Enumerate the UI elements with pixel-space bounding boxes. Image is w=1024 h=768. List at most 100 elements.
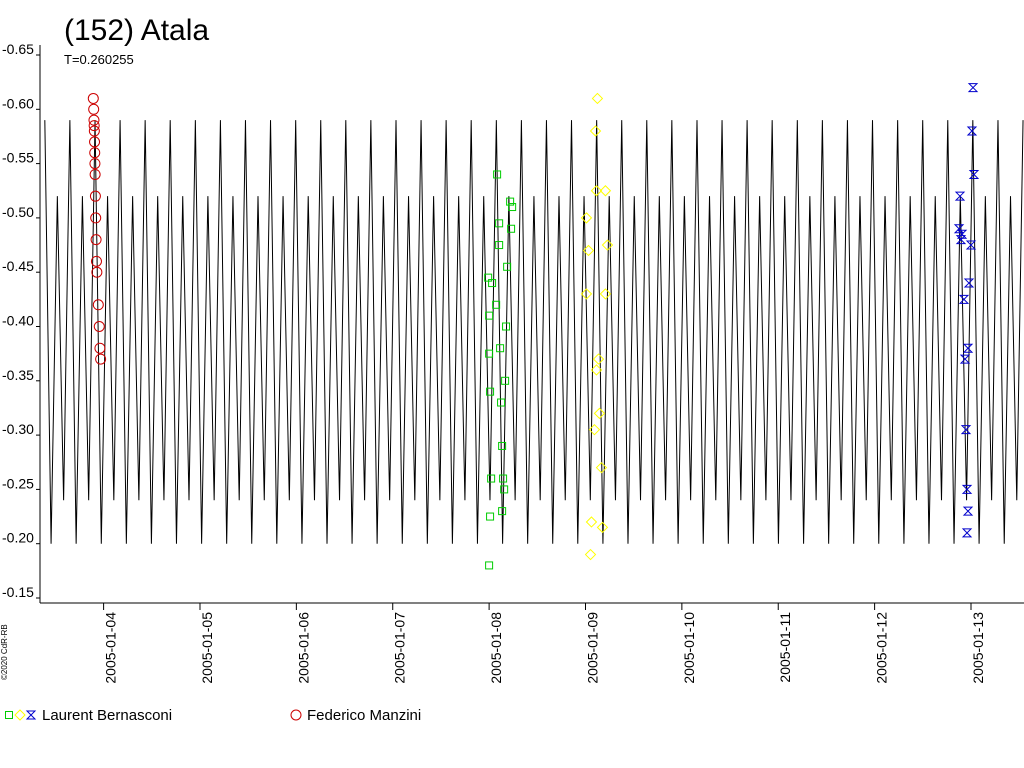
marker-circle [290,709,302,721]
marker-diamond [591,92,604,105]
marker-diamond [588,423,601,436]
marker-diamond [14,709,26,721]
marker-star [968,169,980,179]
marker-diamond [595,461,608,474]
marker-square [500,485,509,494]
x-tick-label: 2005-01-13 [970,612,986,684]
observation-session [87,92,107,365]
marker-diamond [601,239,614,251]
marker-diamond [584,548,597,561]
marker-square [493,170,502,179]
observation-session [953,83,980,538]
marker-square [485,349,494,358]
marker-diamond [593,407,606,420]
marker-square [487,474,496,483]
x-tick-label: 2005-01-12 [874,612,890,684]
marker-star [956,229,968,239]
y-tick-label: -0.25 [2,475,34,491]
marker-diamond [585,516,598,528]
marker-square [492,300,501,309]
marker-star [955,235,967,245]
marker-star [962,506,974,516]
marker-circle [88,103,100,115]
chart-subtitle: T=0.260255 [64,52,134,67]
marker-square [497,398,506,407]
marker-circle [88,125,100,137]
model-curve [44,120,1024,544]
marker-circle [87,92,99,104]
x-tick-label: 2005-01-09 [584,612,600,684]
marker-star [962,343,974,353]
y-tick-label: -0.15 [2,584,34,600]
marker-square [501,376,510,385]
marker-square [486,387,495,396]
copyright: ©2020 CdR-RB [0,624,9,680]
x-tick-label: 2005-01-11 [777,612,793,683]
marker-star [963,278,975,288]
legend-label: Federico Manzini [307,707,421,724]
marker-circle [89,168,101,180]
marker-star [958,294,970,304]
observation-session [580,92,614,561]
chart-title: (152) Atala [64,14,209,47]
marker-circle [89,136,101,148]
observation-session [484,170,517,570]
marker-square [502,322,511,331]
y-tick-label: -0.60 [2,95,34,111]
marker-diamond [580,288,593,300]
marker-square [498,441,507,450]
marker-circle [88,120,100,132]
marker-diamond [592,353,605,365]
marker-star [967,83,979,93]
marker-square [485,311,494,320]
marker-circle [89,190,101,202]
marker-circle [91,266,103,278]
marker-star [965,240,977,250]
y-tick-label: -0.40 [2,313,34,329]
marker-square [506,197,515,206]
y-tick-label: -0.45 [2,258,34,274]
marker-star [959,354,971,364]
x-tick-label: 2005-01-06 [295,612,311,684]
x-tick-label: 2005-01-04 [103,612,119,684]
y-tick-label: -0.65 [2,41,34,57]
x-tick-label: 2005-01-05 [199,612,215,684]
x-tick-label: 2005-01-08 [488,612,504,684]
marker-star [954,191,966,201]
marker-circle [90,212,102,224]
legend-label: Laurent Bernasconi [42,707,172,724]
marker-square [499,474,508,483]
marker-diamond [596,521,609,534]
y-tick-label: -0.50 [2,204,34,220]
marker-diamond [589,125,602,137]
marker-circle [89,147,101,159]
marker-square [498,507,507,516]
marker-circle [90,255,102,267]
marker-star [966,126,978,136]
marker-circle [94,342,106,354]
marker-star [961,484,973,494]
marker-square [507,224,516,233]
y-tick-label: -0.20 [2,530,34,546]
marker-square [503,262,512,271]
marker-diamond [599,288,612,300]
marker-square [496,344,505,353]
y-tick-label: -0.55 [2,150,34,166]
y-tick-label: -0.30 [2,421,34,437]
marker-square [5,711,13,719]
marker-circle [93,321,105,332]
marker-circle [89,158,101,170]
marker-circle [90,234,102,246]
marker-square [495,219,504,228]
x-tick-label: 2005-01-07 [392,612,408,684]
marker-star [25,710,37,720]
y-tick-label: -0.35 [2,367,34,383]
x-tick-label: 2005-01-10 [681,612,697,684]
marker-diamond [599,185,612,197]
marker-circle [92,299,104,311]
marker-square [488,279,497,288]
marker-square [508,203,517,212]
marker-diamond [582,244,595,257]
marker-circle [95,353,107,365]
